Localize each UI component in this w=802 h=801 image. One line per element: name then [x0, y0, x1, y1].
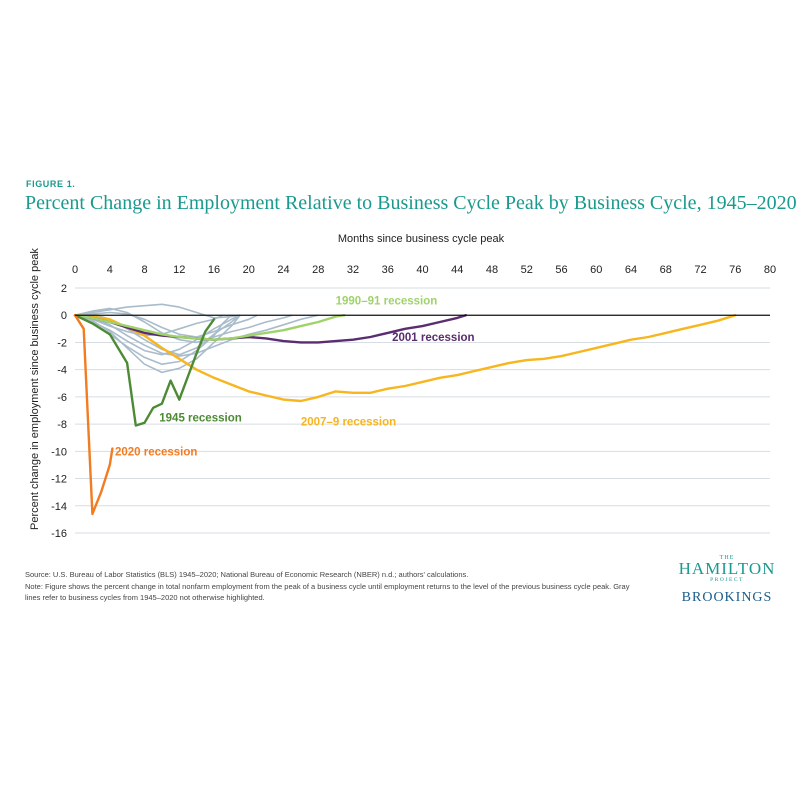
x-tick-label: 52 [521, 264, 533, 276]
x-tick-label: 60 [590, 264, 602, 276]
y-tick-label: -2 [57, 337, 67, 349]
x-tick-label: 12 [173, 264, 185, 276]
x-tick-label: 24 [277, 264, 289, 276]
x-tick-label: 32 [347, 264, 359, 276]
x-tick-label: 40 [416, 264, 428, 276]
x-tick-label: 20 [243, 264, 255, 276]
series-line [73, 314, 216, 427]
x-tick-label: 80 [764, 264, 776, 276]
highlight-series-layer [73, 314, 737, 516]
logo-hamilton: HAMILTON [678, 559, 776, 578]
y-tick-label: -4 [57, 365, 67, 377]
logo-brookings: BROOKINGS [681, 590, 773, 605]
chart-area: 2 0 -2 -4 -6 -8 -10 -12 -14 -16 0 4 8 12 16 20 24 28 32 36 4… [0, 225, 802, 565]
y-tick-label: 2 [61, 283, 67, 295]
note-line: Note: Figure shows the percent change in… [25, 581, 630, 603]
series-line [73, 314, 346, 341]
logo-project: PROJECT [710, 577, 744, 583]
x-axis-label: Months since business cycle peak [338, 233, 505, 245]
x-tick-label: 28 [312, 264, 324, 276]
hamilton-brookings-logo: THE HAMILTON PROJECT BROOKINGS [672, 555, 782, 606]
x-tick-label: 48 [486, 264, 498, 276]
series-label: 2001 recession [392, 332, 474, 344]
line-chart: 20-2-4-6-8-10-12-14-160 4 8 12 16 20 24 28 32 36 4… [29, 233, 776, 540]
y-tick-label: 0 [61, 310, 67, 322]
source-line: Source: U.S. Bureau of Labor Statistics … [25, 570, 469, 579]
gray-series-line [74, 307, 293, 344]
figure-label: FIGURE 1. [26, 179, 76, 189]
gray-series-line [74, 303, 241, 319]
tick-label-layer: 20-2-4-6-8-10-12-14-160 4 8 12 16 20 24 28 32 36 4… [51, 264, 776, 540]
series-label-layer: 2007–9 recession 2001 recession 1990–91 re… [115, 295, 475, 458]
grid-layer [75, 287, 770, 534]
y-tick-label: -10 [51, 446, 67, 458]
x-tick-label: 56 [555, 264, 567, 276]
series-label: 2020 recession [115, 446, 197, 458]
y-axis-label: Percent change in employment since busin… [29, 248, 41, 530]
x-tick-label: 36 [382, 264, 394, 276]
gray-series-line [74, 314, 241, 356]
chart-title: Percent Change in Employment Relative to… [25, 192, 797, 214]
series-line [73, 314, 114, 516]
x-tick-label: 16 [208, 264, 220, 276]
x-tick-label: 44 [451, 264, 463, 276]
source-notes: Source: U.S. Bureau of Labor Statistics … [25, 569, 635, 604]
series-line [73, 314, 468, 344]
x-tick-label: 8 [141, 264, 147, 276]
x-tick-label: 0 [72, 264, 78, 276]
series-label: 1990–91 recession [336, 295, 438, 307]
series-label: 2007–9 recession [301, 416, 396, 428]
y-tick-label: -14 [51, 501, 67, 513]
y-tick-label: -16 [51, 528, 67, 540]
series-line [73, 314, 737, 403]
x-tick-label: 64 [625, 264, 637, 276]
y-tick-label: -8 [57, 419, 67, 431]
y-tick-label: -6 [57, 392, 67, 404]
y-tick-label: -12 [51, 474, 67, 486]
x-tick-label: 72 [694, 264, 706, 276]
series-label: 1945 recession [159, 412, 241, 424]
x-tick-label: 68 [660, 264, 672, 276]
x-tick-label: 4 [107, 264, 113, 276]
logo-the: THE [719, 555, 735, 561]
x-tick-label: 76 [729, 264, 741, 276]
